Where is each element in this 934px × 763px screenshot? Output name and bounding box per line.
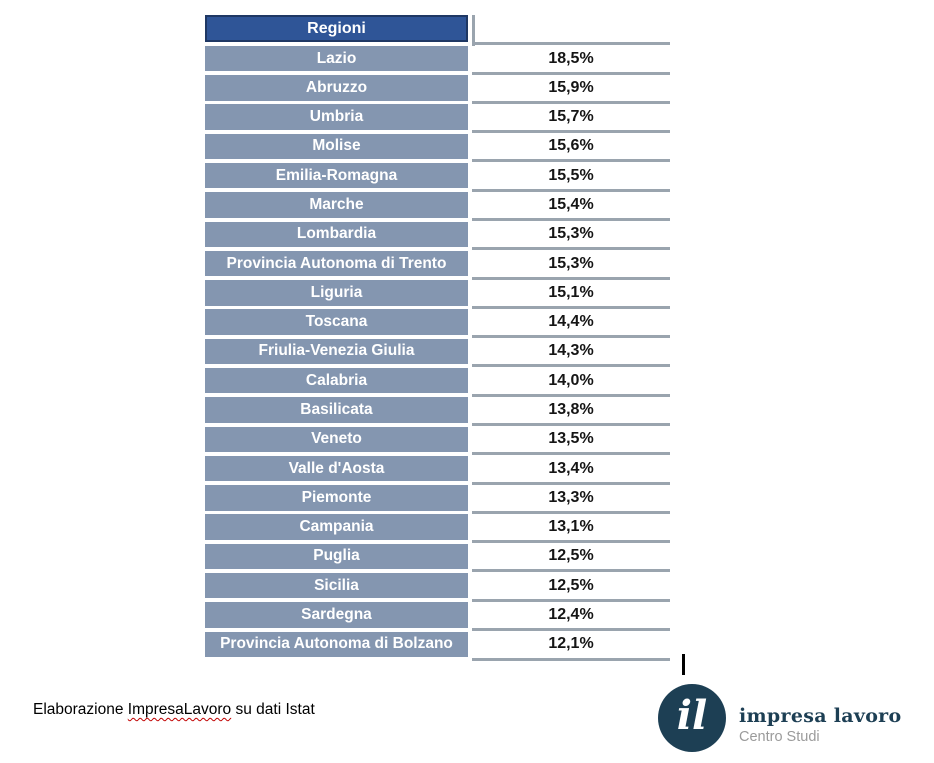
table-row: Veneto 13,5%: [205, 422, 670, 452]
region-cell: Molise: [205, 133, 468, 160]
table-row: Umbria 15,7%: [205, 100, 670, 130]
region-cell: Piemonte: [205, 485, 468, 511]
region-cell: Calabria: [205, 367, 468, 394]
region-cell: Veneto: [205, 426, 468, 452]
impresalavoro-logo: il impresa lavoro Centro Studi: [658, 684, 901, 752]
table-row: Liguria 15,1%: [205, 276, 670, 306]
value-cell: 15,3%: [472, 247, 670, 277]
table-header-row: Regioni: [205, 15, 670, 46]
table-row: Abruzzo 15,9%: [205, 71, 670, 101]
table-row: Campania 13,1%: [205, 510, 670, 540]
region-cell: Provincia Autonoma di Bolzano: [205, 631, 468, 657]
table-row: Calabria 14,0%: [205, 364, 670, 394]
region-cell: Lombardia: [205, 221, 468, 247]
table-row: Lombardia 15,3%: [205, 217, 670, 247]
region-cell: Liguria: [205, 280, 468, 306]
table-header-cell: Regioni: [205, 15, 468, 42]
region-cell: Abruzzo: [205, 75, 468, 101]
table-row: Sicilia 12,5%: [205, 569, 670, 599]
region-cell: Provincia Autonoma di Trento: [205, 250, 468, 277]
value-cell: 12,5%: [472, 569, 670, 599]
table-bottom-line: [472, 658, 670, 662]
value-cell: 15,9%: [472, 71, 670, 101]
table-row: Toscana 14,4%: [205, 305, 670, 335]
value-cell: 15,4%: [472, 188, 670, 218]
region-cell: Toscana: [205, 309, 468, 335]
table-row: Marche 15,4%: [205, 188, 670, 218]
table-row: Puglia 12,5%: [205, 540, 670, 570]
value-cell: 13,3%: [472, 481, 670, 511]
table-row: Lazio 18,5%: [205, 42, 670, 72]
value-cell: 13,1%: [472, 510, 670, 540]
value-cell: 13,4%: [472, 452, 670, 482]
table-row: Provincia Autonoma di Trento 15,3%: [205, 247, 670, 277]
value-cell: 12,4%: [472, 598, 670, 628]
value-cell: 12,5%: [472, 540, 670, 570]
table-body: Lazio 18,5% Abruzzo 15,9% Umbria 15,7% M…: [205, 42, 670, 657]
value-cell: 15,7%: [472, 100, 670, 130]
region-cell: Basilicata: [205, 397, 468, 423]
table-row: Sardegna 12,4%: [205, 598, 670, 628]
attribution-suffix: su dati Istat: [231, 701, 315, 718]
value-cell: 13,8%: [472, 393, 670, 423]
value-cell: 18,5%: [472, 42, 670, 72]
region-cell: Umbria: [205, 104, 468, 130]
text-cursor[interactable]: [682, 654, 685, 675]
table-row: Provincia Autonoma di Bolzano 12,1%: [205, 627, 670, 657]
table-row: Molise 15,6%: [205, 130, 670, 160]
region-cell: Campania: [205, 514, 468, 540]
logo-subtitle: Centro Studi: [739, 729, 820, 745]
region-cell: Sicilia: [205, 572, 468, 599]
region-cell: Friulia-Venezia Giulia: [205, 338, 468, 365]
table-row: Basilicata 13,8%: [205, 393, 670, 423]
region-cell: Emilia-Romagna: [205, 163, 468, 189]
value-cell: 14,0%: [472, 364, 670, 394]
header-left-border-line: [472, 15, 475, 46]
value-cell: 15,5%: [472, 159, 670, 189]
table-row: Friulia-Venezia Giulia 14,3%: [205, 335, 670, 365]
value-cell: 13,5%: [472, 422, 670, 452]
region-cell: Valle d'Aosta: [205, 455, 468, 482]
region-cell: Sardegna: [205, 602, 468, 628]
value-cell: 14,4%: [472, 305, 670, 335]
region-cell: Marche: [205, 192, 468, 218]
table-row: Emilia-Romagna 15,5%: [205, 159, 670, 189]
value-cell: 15,1%: [472, 276, 670, 306]
region-cell: Lazio: [205, 45, 468, 72]
logo-text-block: impresa lavoro Centro Studi: [739, 684, 901, 752]
table-row: Valle d'Aosta 13,4%: [205, 452, 670, 482]
logo-name: impresa lavoro: [739, 705, 902, 727]
regions-table: Regioni Lazio 18,5% Abruzzo 15,9% Umbria…: [205, 15, 670, 662]
value-cell: 12,1%: [472, 627, 670, 657]
attribution-brand: ImpresaLavoro: [127, 701, 232, 718]
table-header-value-cell: [472, 15, 670, 46]
value-cell: 14,3%: [472, 335, 670, 365]
logo-monogram-icon: il: [658, 684, 726, 752]
logo-monogram: il: [676, 692, 708, 739]
region-cell: Puglia: [205, 543, 468, 570]
attribution-prefix: Elaborazione: [33, 701, 128, 718]
table-row: Piemonte 13,3%: [205, 481, 670, 511]
value-cell: 15,3%: [472, 217, 670, 247]
value-cell: 15,6%: [472, 130, 670, 160]
attribution-text: Elaborazione ImpresaLavoro su dati Istat: [33, 701, 315, 719]
